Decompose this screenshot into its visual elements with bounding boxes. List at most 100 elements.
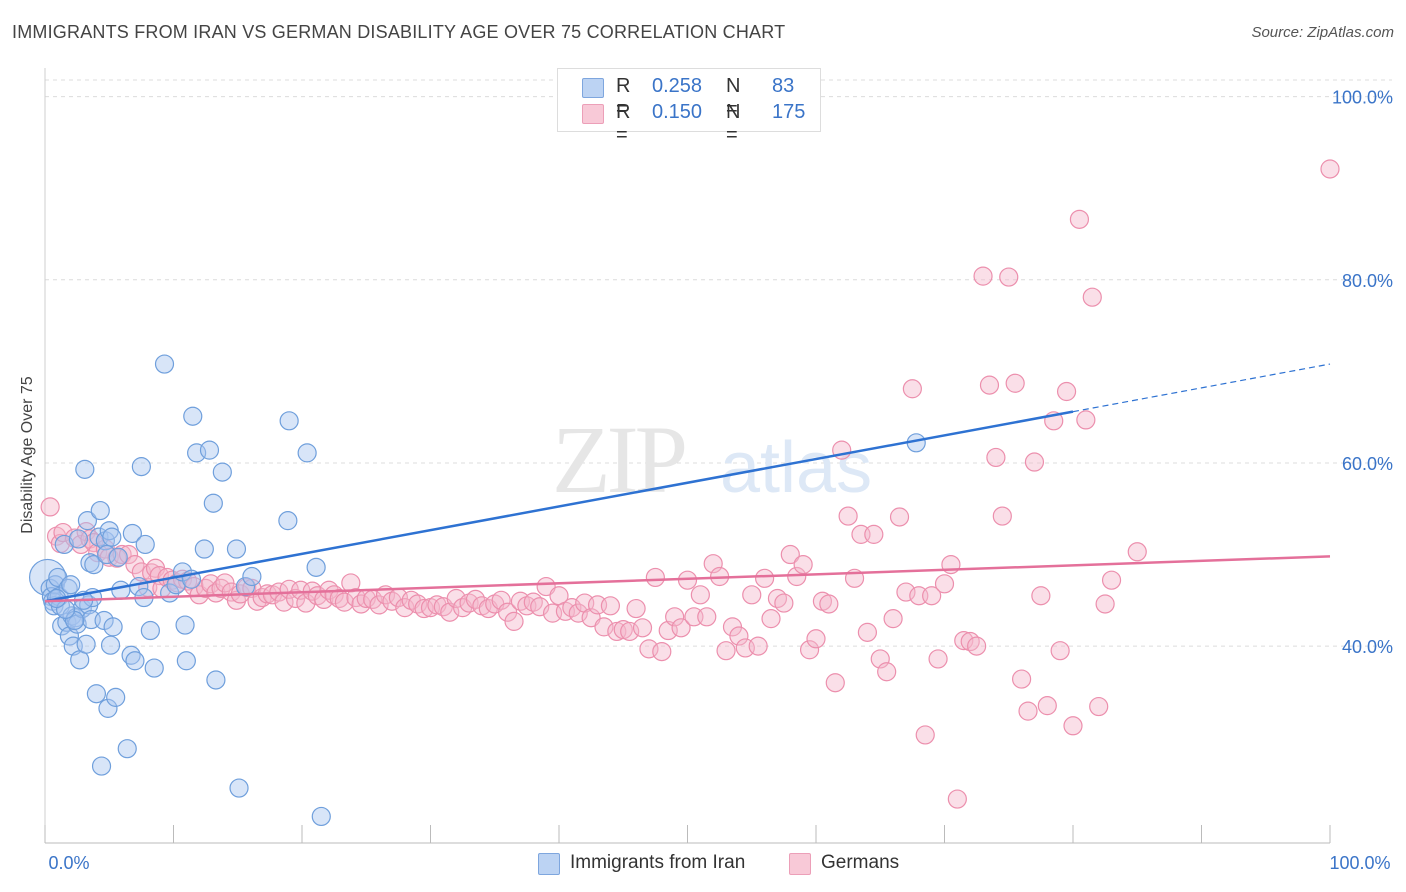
germans-point: [992, 506, 1012, 526]
germans-point: [645, 567, 665, 588]
germans-point: [754, 568, 775, 588]
iran-point: [226, 539, 247, 559]
y-tick-label: 80.0%: [1342, 271, 1393, 291]
iran-point: [84, 554, 104, 575]
iran-point: [103, 617, 123, 637]
germans-point: [1082, 287, 1102, 307]
iran-point: [175, 615, 195, 635]
tick-labels: 40.0% 60.0% 80.0% 100.0% 0.0% 100.0%: [48, 88, 1393, 873]
legend-n-value: 83: [772, 75, 795, 97]
germans-point: [201, 574, 221, 594]
iran-point: [235, 576, 256, 597]
germans-point: [1037, 696, 1057, 716]
iran-point: [125, 651, 145, 671]
germans-point: [729, 626, 749, 646]
legend-n-label: N =: [726, 75, 741, 120]
iran-point: [229, 778, 249, 798]
iran-point: [90, 500, 110, 521]
germans-point: [329, 588, 349, 609]
iran-point: [212, 462, 232, 482]
iran-point: [100, 635, 121, 655]
legend-n-value: 175: [772, 101, 806, 123]
x-tick-label: 100.0%: [1329, 853, 1390, 873]
iran-point: [203, 493, 223, 513]
germans-point: [928, 649, 948, 669]
germans-point: [1095, 594, 1115, 614]
iran-point: [97, 544, 117, 565]
y-tick-label: 40.0%: [1342, 637, 1393, 657]
germans-point: [652, 641, 672, 662]
germans-point: [620, 621, 640, 642]
iran-point: [311, 806, 331, 827]
iran-trend-extension: [1072, 363, 1331, 413]
germans-point: [819, 594, 839, 614]
germans-point: [761, 609, 781, 629]
germans-point: [568, 603, 588, 623]
germans-point: [594, 617, 614, 637]
germans-point: [600, 596, 621, 616]
watermark-zip: ZIP: [552, 406, 685, 513]
germans-point: [780, 544, 800, 565]
iran-point: [54, 534, 74, 555]
germans-point: [334, 592, 355, 612]
axes: [44, 68, 1331, 844]
iran-point: [77, 511, 98, 531]
germans-point: [1011, 669, 1032, 689]
iran-point: [144, 658, 164, 678]
iran-point: [108, 547, 128, 567]
legend-r-value: 0.150: [652, 101, 703, 123]
iran-point: [98, 698, 118, 718]
germans-point: [1018, 701, 1038, 721]
germans-point: [973, 266, 993, 286]
germans-points: [40, 159, 1340, 809]
germans-point: [825, 673, 845, 693]
germans-point: [1063, 716, 1083, 736]
chart-title: IMMIGRANTS FROM IRAN VS GERMAN DISABILIT…: [12, 22, 786, 42]
iran-point: [75, 459, 95, 479]
iran-point: [95, 531, 115, 551]
germans-point: [296, 593, 316, 613]
germans-point: [793, 554, 813, 575]
germans-point: [697, 607, 717, 627]
germans-point: [864, 524, 884, 544]
germans-point: [883, 609, 903, 629]
germans-point: [107, 548, 127, 568]
germans-point: [806, 629, 826, 649]
germans-point: [742, 585, 762, 605]
germans-point: [665, 607, 685, 627]
iran-point: [67, 614, 87, 634]
germans-point: [40, 497, 60, 517]
germans-point: [1069, 209, 1090, 229]
iran-points: [28, 354, 926, 827]
iran-point: [199, 440, 220, 460]
iran-point: [278, 511, 298, 531]
germans-point: [877, 662, 897, 682]
y-tick-label: 100.0%: [1332, 88, 1393, 108]
watermark: ZIP atlas: [552, 406, 872, 513]
germans-point: [934, 574, 955, 594]
watermark-atlas: atlas: [720, 428, 872, 508]
germans-point: [967, 636, 987, 656]
iran-point: [176, 651, 196, 671]
germans-point: [1056, 381, 1077, 402]
germans-point: [986, 447, 1006, 468]
stats-legend: R = 0.258 N = 83 R = 0.150 N = 175: [557, 68, 821, 146]
iran-point: [140, 620, 160, 641]
iran-point: [102, 527, 122, 547]
germans-point: [799, 640, 820, 660]
legend-r-value: 0.258: [652, 75, 703, 97]
germans-point: [414, 598, 434, 619]
germans-point: [395, 598, 415, 618]
germans-point: [626, 598, 646, 619]
germans-point: [671, 618, 691, 638]
germans-point: [491, 590, 511, 610]
legend-swatch-germans: [582, 104, 604, 124]
iran-point: [61, 575, 81, 595]
y-axis-label: Disability Age Over 75: [19, 376, 36, 534]
germans-point: [125, 554, 145, 575]
germans-point: [341, 573, 361, 593]
iran-trend-line: [44, 410, 1074, 603]
germans-point: [774, 593, 794, 613]
germans-point: [999, 267, 1019, 287]
